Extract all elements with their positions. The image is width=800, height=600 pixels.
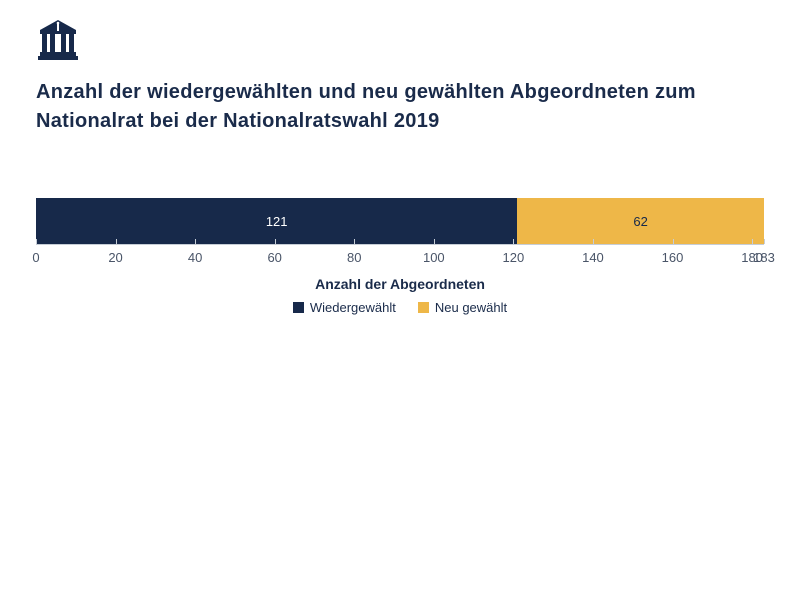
bar-segment: 62 [517,198,764,244]
axis-tick-label: 60 [267,250,281,265]
axis-tick [354,239,355,244]
axis-tick [764,239,765,244]
axis-tick [513,239,514,244]
axis-tick [275,239,276,244]
legend-swatch [293,302,304,313]
axis-tick-label: 183 [753,250,775,265]
axis-tick [434,239,435,244]
legend-label: Wiedergewählt [310,300,396,315]
stacked-bar: 12162 [36,198,764,244]
axis-tick-label: 40 [188,250,202,265]
bar-segment: 121 [36,198,517,244]
axis-tick [36,239,37,244]
legend-item: Neu gewählt [418,300,507,315]
axis-tick [195,239,196,244]
axis-tick-label: 20 [108,250,122,265]
axis-tick [752,239,753,244]
legend: Wiedergewählt Neu gewählt [0,300,800,315]
x-axis: Anzahl der Abgeordneten 0204060801001201… [36,244,764,245]
legend-swatch [418,302,429,313]
axis-tick-label: 0 [32,250,39,265]
axis-tick-label: 120 [503,250,525,265]
parliament-logo [36,18,80,65]
legend-item: Wiedergewählt [293,300,396,315]
axis-tick-label: 140 [582,250,604,265]
chart-plot: 12162 Anzahl der Abgeordneten 0204060801… [36,198,764,245]
parliament-icon [38,20,78,60]
legend-label: Neu gewählt [435,300,507,315]
axis-tick-label: 160 [662,250,684,265]
chart-title: Anzahl der wiedergewählten und neu gewäh… [36,78,764,136]
axis-tick-label: 100 [423,250,445,265]
x-axis-label: Anzahl der Abgeordneten [315,276,485,292]
axis-tick [593,239,594,244]
axis-tick [116,239,117,244]
axis-tick [673,239,674,244]
axis-tick-label: 80 [347,250,361,265]
